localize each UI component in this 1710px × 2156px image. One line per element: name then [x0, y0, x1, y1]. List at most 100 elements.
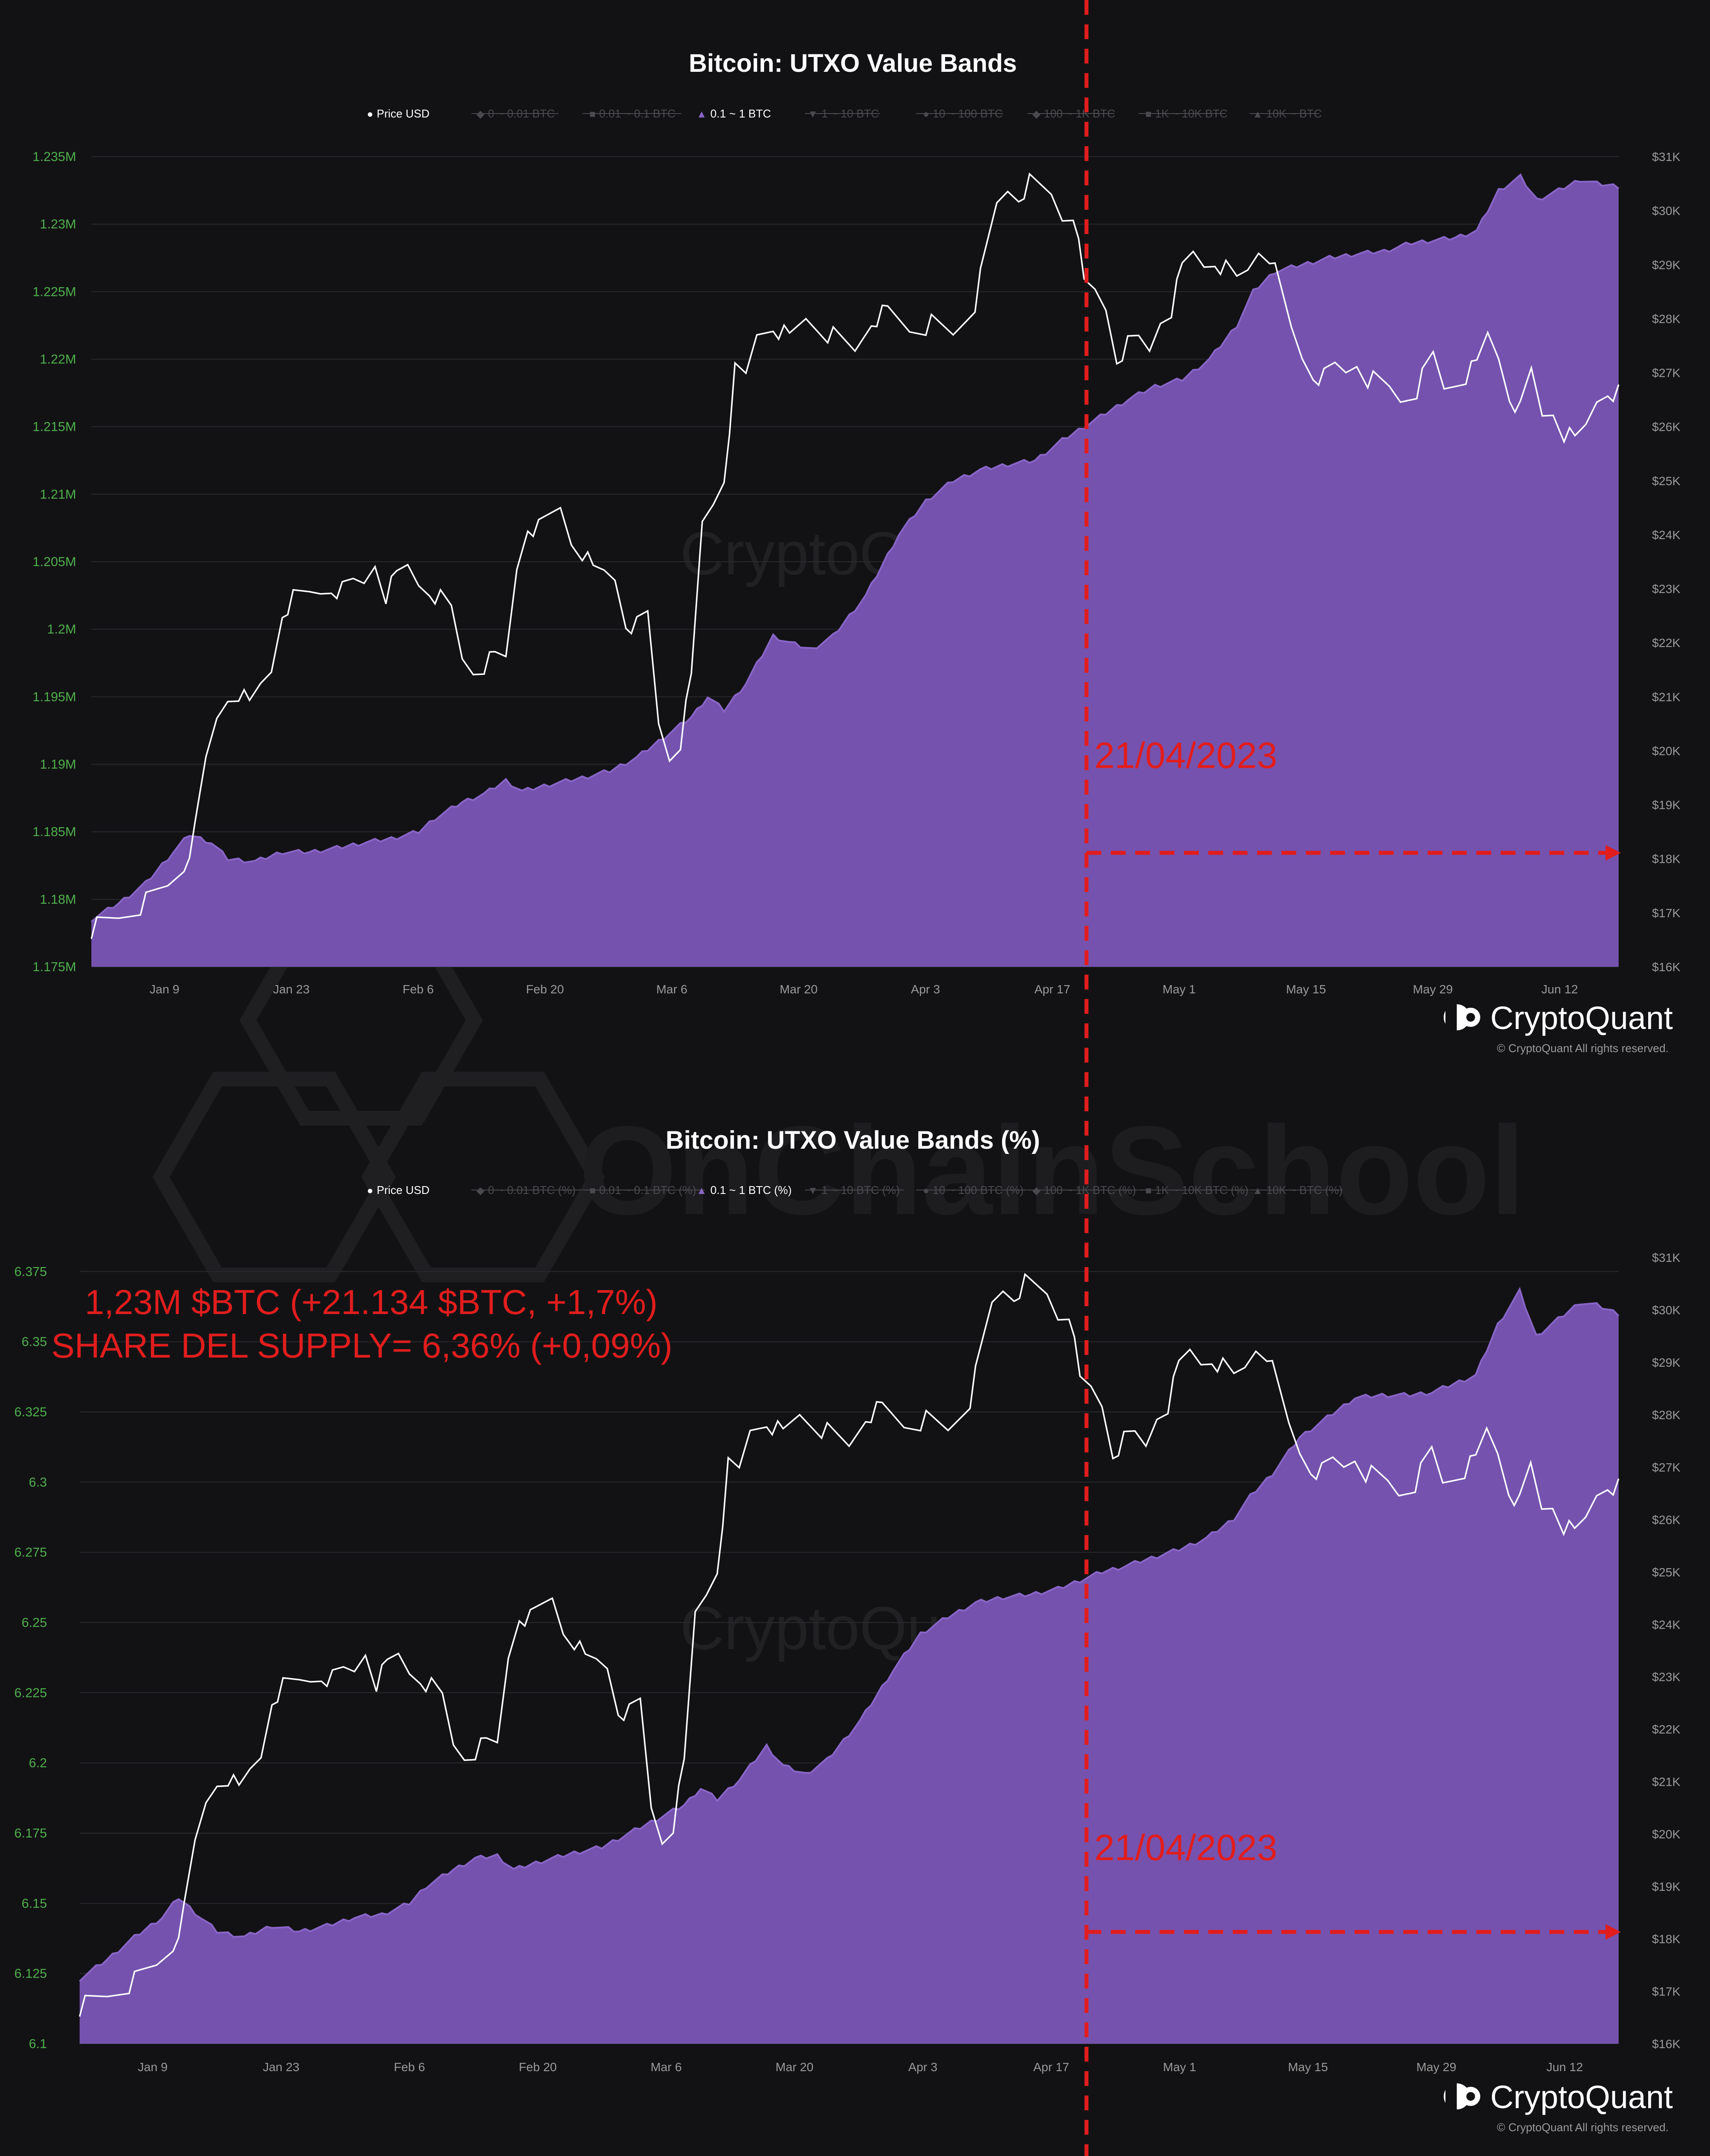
legend-item-label[interactable]: Price USD — [377, 107, 429, 120]
brand-name: CryptoQuant — [1490, 1000, 1673, 1036]
x-tick-label: Jun 12 — [1541, 982, 1578, 996]
legend-marker-icon: ● — [367, 1185, 373, 1197]
legend-marker-icon: ■ — [1145, 108, 1152, 120]
x-tick-label: May 15 — [1286, 982, 1326, 996]
x-tick-label: Feb 6 — [402, 982, 434, 996]
x-tick-label: Feb 20 — [526, 982, 564, 996]
y-right-tick-label: $17K — [1652, 906, 1681, 920]
legend-item-label[interactable]: 0.1 ~ 1 BTC (%) — [710, 1184, 791, 1197]
legend-marker-icon: ▲ — [1252, 1185, 1263, 1197]
y-left-tick-label: 1.175M — [33, 960, 76, 974]
y-right-tick-label: $24K — [1652, 1618, 1681, 1631]
y-right-tick-label: $22K — [1652, 636, 1681, 650]
y-left-tick-label: 1.18M — [40, 892, 76, 907]
cryptoquant-logo-icon — [1444, 2083, 1480, 2110]
y-right-tick-label: $27K — [1652, 366, 1681, 380]
y-left-tick-label: 6.25 — [22, 1616, 47, 1630]
y-right-tick-label: $18K — [1652, 1932, 1681, 1946]
annotation-arrow-head — [1606, 1924, 1621, 1940]
legend-marker-icon: ◆ — [1033, 1185, 1041, 1197]
x-tick-label: May 1 — [1163, 2060, 1196, 2074]
x-tick-label: Apr 17 — [1034, 982, 1070, 996]
annotation-date-label: 21/04/2023 — [1094, 1827, 1277, 1868]
legend-marker-icon: ▼ — [808, 1185, 818, 1197]
annotation-note-line2: SHARE DEL SUPPLY= 6,36% (+0,09%) — [51, 1326, 672, 1365]
legend-marker-icon: ▲ — [697, 108, 707, 120]
watermark-text: OnChainSchool — [579, 1100, 1525, 1241]
legend-marker-icon: ● — [923, 108, 929, 120]
y-left-tick-label: 1.22M — [40, 352, 76, 367]
x-axis-ticks: Jan 9 Jan 23 Feb 6 Feb 20 Mar 6 Mar 20 Apr 3 Ap… — [150, 982, 1578, 996]
y-left-tick-label: 6.275 — [14, 1546, 47, 1560]
y-right-tick-label: $26K — [1652, 420, 1681, 434]
logo-cut — [1445, 2083, 1457, 2110]
legend: ● Price USD ◆ 0 ~ 0.01 BTC (%) ■ 0.01 ~ 0.1 B… — [367, 1184, 1343, 1197]
y-left-tick-label: 6.3 — [29, 1475, 47, 1489]
x-tick-label: May 29 — [1416, 2060, 1456, 2074]
y-right-tick-label: $28K — [1652, 1408, 1681, 1422]
y-left-tick-label: 1.2M — [47, 622, 76, 637]
legend-marker-icon: ▲ — [1252, 108, 1263, 120]
x-tick-label: Mar 20 — [775, 2060, 813, 2074]
x-tick-label: Jan 23 — [263, 2060, 299, 2074]
y-right-tick-label: $23K — [1652, 1670, 1681, 1684]
y-left-tick-label: 1.215M — [33, 420, 76, 434]
legend-marker-icon: ■ — [1145, 1185, 1152, 1197]
annotation-arrow-head — [1606, 845, 1621, 861]
cryptoquant-brand: CryptoQuant © CryptoQuant All rights res… — [1444, 2079, 1673, 2134]
line-series-price-usd — [91, 172, 1619, 939]
y-axis-left-ticks: 1.175M 1.18M 1.185M 1.19M 1.195M 1.2M 1.205M 1.… — [33, 150, 76, 974]
y-right-tick-label: $27K — [1652, 1461, 1681, 1474]
y-right-tick-label: $19K — [1652, 798, 1681, 812]
y-right-tick-label: $25K — [1652, 474, 1681, 488]
y-left-tick-label: 6.375 — [14, 1264, 47, 1279]
logo-dot-hole — [1466, 1013, 1475, 1022]
x-axis-ticks: Jan 9 Jan 23 Feb 6 Feb 20 Mar 6 Mar 20 Apr 3 Ap… — [138, 2060, 1583, 2074]
x-tick-label: Feb 6 — [394, 2060, 425, 2074]
y-right-tick-label: $31K — [1652, 150, 1681, 164]
y-right-tick-label: $18K — [1652, 852, 1681, 866]
y-right-tick-label: $20K — [1652, 744, 1681, 758]
legend-marker-icon: ● — [367, 108, 373, 120]
x-tick-label: Jan 9 — [150, 982, 180, 996]
annotation-note-line1: 1,23M $BTC (+21.134 $BTC, +1,7%) — [85, 1283, 657, 1321]
legend-item-label[interactable]: Price USD — [377, 1184, 429, 1197]
legend-marker-icon: ● — [923, 1185, 929, 1197]
y-right-tick-label: $19K — [1652, 1880, 1681, 1894]
x-tick-label: Apr 17 — [1033, 2060, 1070, 2074]
brand-copyright: © CryptoQuant All rights reserved. — [1497, 2121, 1669, 2134]
y-left-tick-label: 1.205M — [33, 555, 76, 569]
brand-name: CryptoQuant — [1490, 2079, 1673, 2115]
chart-title: Bitcoin: UTXO Value Bands — [689, 49, 1017, 77]
cryptoquant-brand: CryptoQuant © CryptoQuant All rights res… — [1444, 1000, 1673, 1055]
y-right-tick-label: $30K — [1652, 1303, 1681, 1317]
x-tick-label: Feb 20 — [519, 2060, 557, 2074]
brand-copyright: © CryptoQuant All rights reserved. — [1497, 1042, 1669, 1055]
legend-marker-icon: ▼ — [808, 108, 818, 120]
y-left-tick-label: 6.15 — [22, 1896, 47, 1911]
legend-item-label[interactable]: 0.1 ~ 1 BTC — [710, 107, 771, 120]
y-axis-right-ticks: $16K $17K $18K $19K $20K $21K $22K $23K $24K $25K… — [1652, 1251, 1681, 2051]
y-left-tick-label: 6.325 — [14, 1405, 47, 1419]
y-left-tick-label: 6.225 — [14, 1686, 47, 1700]
y-left-tick-label: 6.2 — [29, 1756, 47, 1770]
legend-marker-icon: ■ — [589, 1185, 596, 1197]
y-right-tick-label: $30K — [1652, 204, 1681, 218]
y-right-tick-label: $22K — [1652, 1723, 1681, 1736]
area-series-edge — [91, 173, 1619, 922]
y-left-tick-label: 6.125 — [14, 1967, 47, 1981]
chart-utxo-value-bands-percent: 6.1 6.125 6.15 6.175 6.2 6.225 6.25 6.275 6.3 6.3… — [14, 1126, 1680, 2134]
chart-title: Bitcoin: UTXO Value Bands (%) — [666, 1126, 1040, 1154]
y-left-tick-label: 1.225M — [33, 285, 76, 299]
y-left-tick-label: 1.23M — [40, 217, 76, 231]
x-tick-label: Mar 20 — [780, 982, 818, 996]
y-right-tick-label: $28K — [1652, 312, 1681, 325]
x-tick-label: Jun 12 — [1546, 2060, 1583, 2074]
logo-dot-hole — [1466, 2092, 1475, 2101]
legend-marker-icon: ■ — [589, 108, 596, 120]
y-right-tick-label: $24K — [1652, 528, 1681, 542]
y-right-tick-label: $17K — [1652, 1985, 1681, 1998]
y-left-tick-label: 6.175 — [14, 1826, 47, 1841]
x-tick-label: Apr 3 — [911, 982, 940, 996]
y-axis-left-ticks: 6.1 6.125 6.15 6.175 6.2 6.225 6.25 6.275 6.3 6.3… — [14, 1264, 47, 2051]
